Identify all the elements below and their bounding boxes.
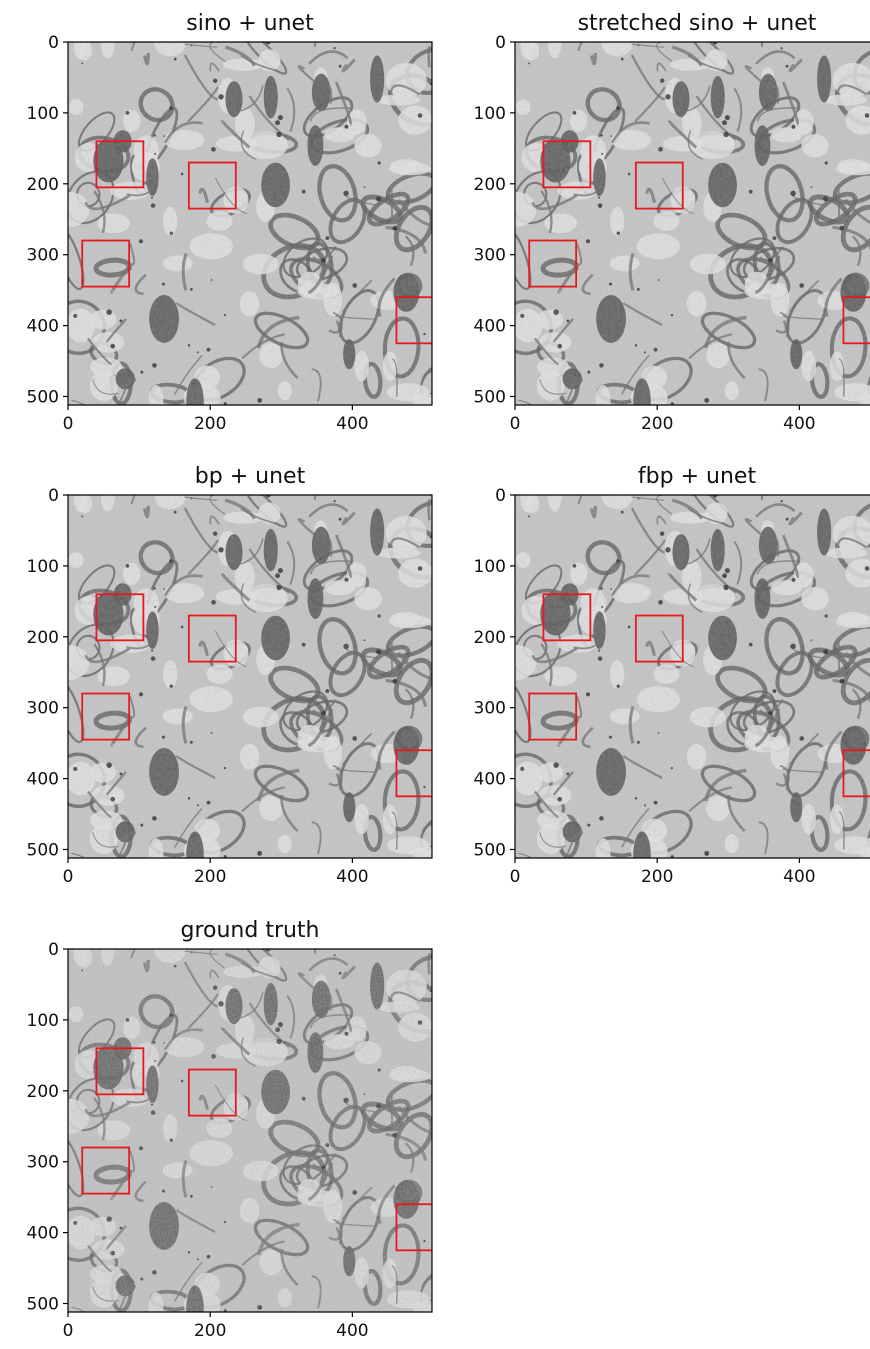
y-tick-label: 500 [27, 387, 59, 407]
y-tick-label: 0 [495, 33, 506, 53]
x-tick-label: 400 [336, 414, 368, 434]
highlight-box [395, 749, 432, 798]
x-tick-label: 200 [641, 867, 673, 887]
y-tick-label: 0 [48, 940, 59, 960]
panel-title: sino + unet [186, 11, 314, 36]
x-tick-label: 400 [336, 1321, 368, 1341]
highlight-box [81, 692, 131, 741]
y-tick-label: 0 [48, 33, 59, 53]
y-tick-label: 300 [474, 699, 506, 719]
y-tick-label: 0 [495, 486, 506, 506]
x-tick-label: 400 [783, 867, 815, 887]
panel-title: ground truth [180, 918, 319, 943]
y-tick-label: 500 [27, 1294, 59, 1314]
y-tick-label: 300 [27, 699, 59, 719]
y-tick-label: 0 [48, 486, 59, 506]
panel-title: bp + unet [195, 464, 306, 489]
highlight-box [95, 593, 145, 642]
y-tick-label: 100 [474, 557, 506, 577]
y-tick-label: 100 [27, 1011, 59, 1031]
x-tick-label: 0 [510, 867, 521, 887]
panel-title: stretched sino + unet [578, 11, 817, 36]
y-tick-label: 200 [27, 1082, 59, 1102]
highlight-box [187, 614, 237, 663]
highlight-box [528, 692, 578, 741]
y-tick-label: 100 [27, 557, 59, 577]
y-tick-label: 400 [27, 770, 59, 790]
axes-frame [514, 41, 870, 406]
axes-frame [67, 948, 433, 1313]
highlight-box [95, 140, 145, 189]
x-tick-label: 400 [336, 867, 368, 887]
x-tick-label: 200 [194, 1321, 226, 1341]
x-tick-label: 0 [63, 414, 74, 434]
y-tick-label: 500 [474, 387, 506, 407]
y-tick-label: 300 [474, 246, 506, 266]
highlight-box [842, 749, 870, 798]
highlight-box [187, 1068, 237, 1117]
y-tick-label: 100 [27, 104, 59, 124]
micrograph-image [68, 949, 432, 1312]
x-tick-label: 0 [63, 867, 74, 887]
highlight-box [634, 614, 684, 663]
highlight-box [395, 1203, 432, 1252]
y-tick-label: 400 [474, 770, 506, 790]
y-tick-label: 500 [27, 840, 59, 860]
micrograph-image [515, 495, 870, 858]
highlight-box [187, 161, 237, 210]
panel-title: fbp + unet [638, 464, 757, 489]
y-tick-label: 500 [474, 840, 506, 860]
y-tick-label: 300 [27, 1153, 59, 1173]
x-tick-label: 200 [194, 414, 226, 434]
highlight-box [81, 1146, 131, 1195]
y-tick-label: 400 [27, 1224, 59, 1244]
micrograph-image [515, 42, 870, 405]
x-tick-label: 200 [194, 867, 226, 887]
micrograph-image [68, 495, 432, 858]
y-tick-label: 200 [27, 175, 59, 195]
highlight-box [95, 1047, 145, 1096]
x-tick-label: 0 [63, 1321, 74, 1341]
y-tick-label: 400 [474, 317, 506, 337]
highlight-box [395, 296, 432, 345]
axes-frame [514, 494, 870, 859]
highlight-box [542, 140, 592, 189]
x-tick-label: 0 [510, 414, 521, 434]
highlight-box [542, 593, 592, 642]
micrograph-image [68, 42, 432, 405]
highlight-box [528, 239, 578, 288]
highlight-box [81, 239, 131, 288]
x-tick-label: 200 [641, 414, 673, 434]
y-tick-label: 400 [27, 317, 59, 337]
y-tick-label: 200 [474, 628, 506, 648]
axes-frame [67, 41, 433, 406]
axes-frame [67, 494, 433, 859]
highlight-box [842, 296, 870, 345]
y-tick-label: 200 [27, 628, 59, 648]
y-tick-label: 200 [474, 175, 506, 195]
x-tick-label: 400 [783, 414, 815, 434]
highlight-box [634, 161, 684, 210]
y-tick-label: 300 [27, 246, 59, 266]
y-tick-label: 100 [474, 104, 506, 124]
